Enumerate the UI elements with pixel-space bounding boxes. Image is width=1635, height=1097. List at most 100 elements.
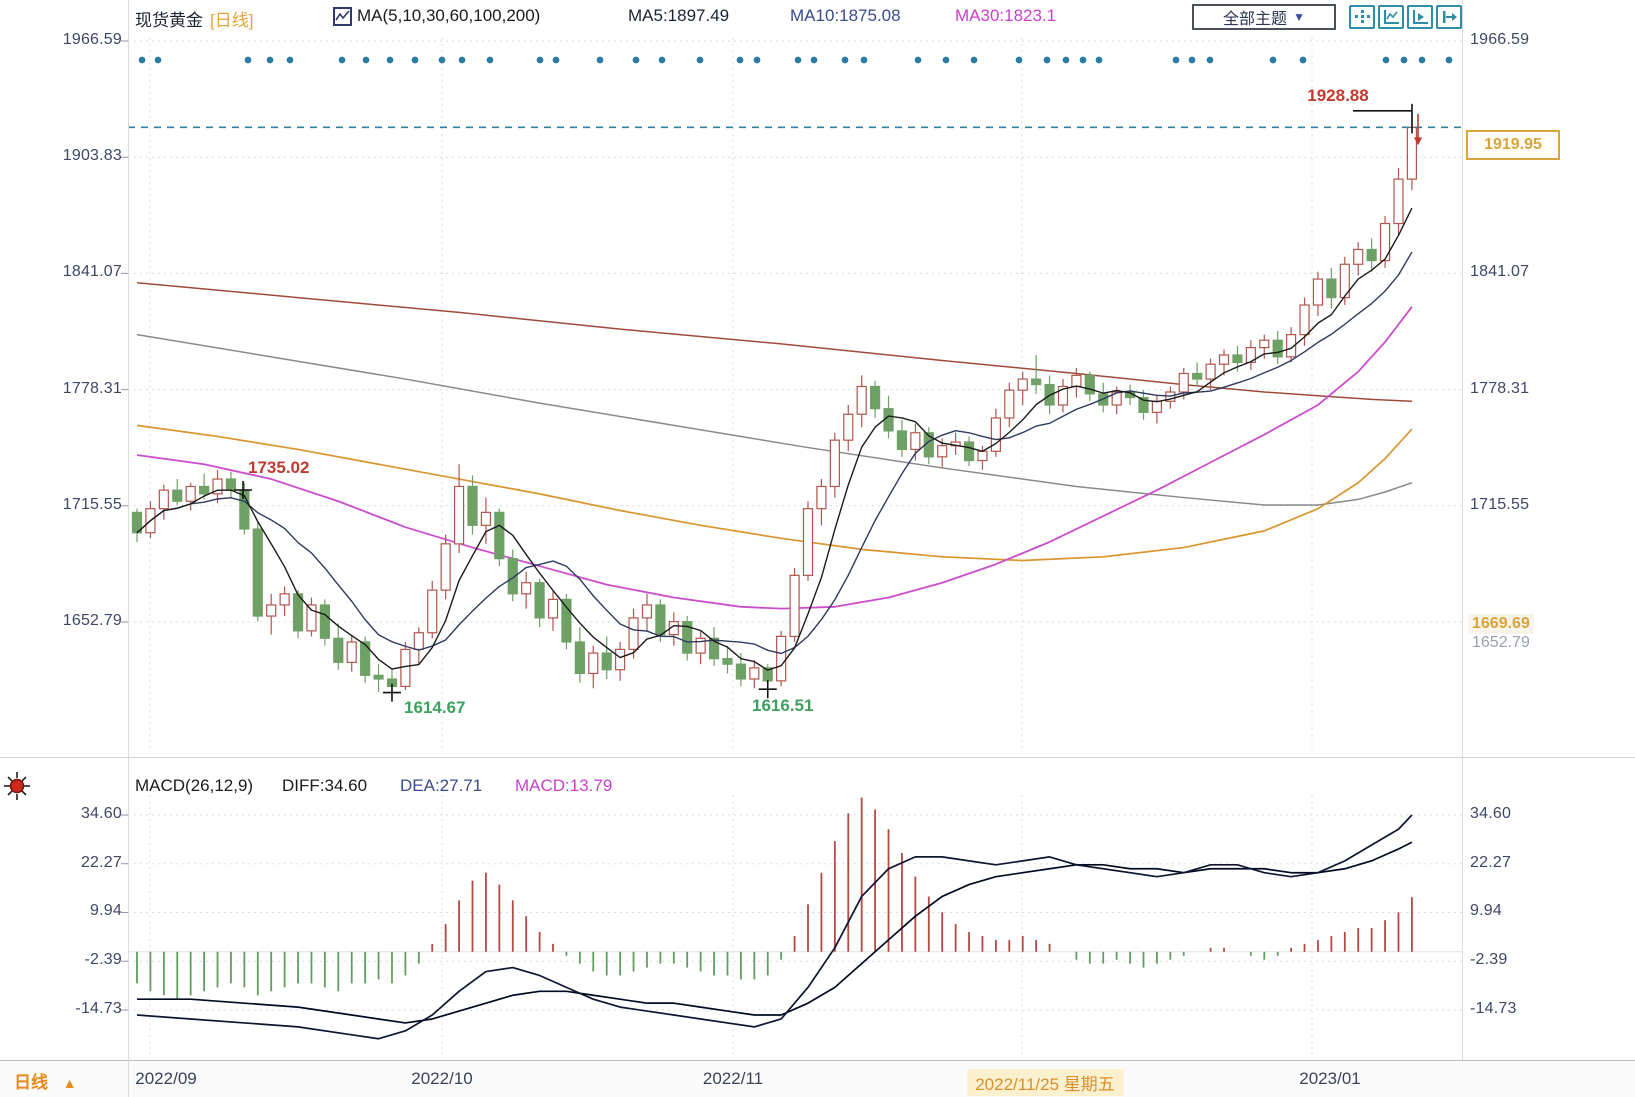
price-pointer-arrowhead bbox=[1414, 137, 1422, 146]
event-marker-dot bbox=[386, 56, 394, 64]
event-marker-dot bbox=[841, 56, 849, 64]
main-chart-scale-button[interactable] bbox=[1378, 5, 1404, 29]
shift-right-button[interactable] bbox=[1436, 5, 1462, 29]
candle-up bbox=[1299, 304, 1310, 336]
current-price-box[interactable]: 1919.95 bbox=[1466, 130, 1560, 160]
diff-line bbox=[136, 814, 1413, 1040]
candle-up bbox=[843, 413, 854, 441]
symbol-name[interactable]: 现货黄金 bbox=[135, 11, 203, 30]
candle-down bbox=[1192, 372, 1203, 380]
candle-up bbox=[802, 508, 814, 576]
date-label-highlighted[interactable]: 2022/11/25 星期五 bbox=[967, 1069, 1123, 1096]
panel-divider bbox=[0, 757, 1635, 758]
event-marker-dot bbox=[486, 56, 494, 64]
axis-zigzag-icon bbox=[1384, 10, 1399, 24]
bottom-bar-separator bbox=[128, 1060, 129, 1097]
candle-up bbox=[1057, 385, 1069, 406]
event-marker-dot bbox=[536, 56, 544, 64]
candles[interactable] bbox=[131, 110, 1418, 693]
candle-up bbox=[1379, 222, 1391, 262]
macd-hist-value: MACD:13.79 bbox=[515, 776, 613, 795]
event-marker-dot bbox=[1188, 56, 1196, 64]
candle-up bbox=[453, 485, 465, 545]
candle-up bbox=[440, 543, 451, 591]
candle-up bbox=[1406, 126, 1418, 180]
candle-up bbox=[306, 604, 317, 632]
gridlines bbox=[121, 38, 1462, 1055]
indicator-settings-icon[interactable] bbox=[2, 770, 32, 807]
sub-chart-scale-button[interactable] bbox=[1407, 5, 1433, 29]
candle-up bbox=[521, 582, 532, 595]
macd-axis-label-left: 34.60 bbox=[80, 805, 122, 822]
candle-down bbox=[735, 663, 747, 680]
candle-up bbox=[547, 598, 559, 619]
candle-up bbox=[1218, 354, 1230, 365]
macd-axis-label-right: 9.94 bbox=[1470, 902, 1502, 920]
ma-indicator-icon[interactable] bbox=[333, 7, 352, 31]
theme-select-label: 全部主题 bbox=[1223, 11, 1288, 28]
macd-dea-value: DEA:27.71 bbox=[400, 776, 483, 795]
candle-up bbox=[266, 604, 277, 617]
event-marker-dot bbox=[696, 56, 704, 64]
macd-histogram bbox=[136, 797, 1413, 1000]
event-marker-dot bbox=[1206, 56, 1214, 64]
candle-up bbox=[641, 604, 653, 619]
event-marker-dot bbox=[860, 56, 868, 64]
candle-up bbox=[1017, 378, 1028, 391]
ma5-line bbox=[136, 207, 1413, 671]
price-axis-label-left: 1966.59 bbox=[62, 31, 122, 48]
macd-params[interactable]: MACD(26,12,9) bbox=[135, 776, 254, 795]
time-axis-bar bbox=[0, 1060, 1635, 1097]
candle-up bbox=[789, 574, 800, 638]
event-marker-dot bbox=[942, 56, 950, 64]
date-label[interactable]: 2023/01 bbox=[1299, 1069, 1361, 1088]
event-marker-dot bbox=[1095, 56, 1103, 64]
annotation-markers bbox=[234, 103, 1422, 702]
price-axis-label-left: 1778.31 bbox=[62, 379, 122, 397]
candle-up bbox=[615, 648, 626, 671]
right-orange-level-label: 1669.69 bbox=[1468, 614, 1534, 634]
date-label[interactable]: 2022/11 bbox=[702, 1069, 764, 1088]
theme-select-button[interactable]: 全部主题 ▼ bbox=[1192, 4, 1336, 30]
candle-down bbox=[1366, 248, 1377, 262]
ma30-value: MA30:1823.1 bbox=[955, 6, 1057, 25]
candle-up bbox=[185, 485, 196, 502]
event-marker-dot bbox=[244, 56, 252, 64]
candle-up bbox=[1111, 391, 1122, 406]
candle-up bbox=[829, 439, 840, 488]
event-marker-dot bbox=[438, 56, 446, 64]
right-axis-separator bbox=[1462, 0, 1463, 1060]
candle-up bbox=[977, 450, 988, 462]
candle-down bbox=[252, 528, 263, 617]
period-up-arrow-icon: ▲ bbox=[62, 1075, 77, 1091]
event-marker-dot bbox=[1445, 56, 1453, 64]
macd-axis-label-left: 9.94 bbox=[90, 902, 122, 920]
candle-up bbox=[480, 511, 492, 526]
event-marker-dot bbox=[338, 56, 346, 64]
candle-up bbox=[695, 637, 706, 654]
date-label[interactable]: 2022/09 bbox=[135, 1069, 197, 1088]
event-marker-dot bbox=[458, 56, 466, 64]
event-marker-dot bbox=[596, 56, 604, 64]
date-label[interactable]: 2022/10 bbox=[411, 1069, 473, 1088]
candle-up bbox=[212, 478, 223, 495]
price-axis-label-left: 1652.79 bbox=[62, 612, 122, 629]
event-marker-dot bbox=[1015, 56, 1023, 64]
event-marker-dot bbox=[753, 56, 761, 64]
candle-down bbox=[199, 485, 210, 495]
candle-down bbox=[883, 408, 894, 432]
candle-up bbox=[413, 632, 424, 650]
ma100-line bbox=[136, 333, 1413, 506]
macd-axis-label-left: -14.73 bbox=[75, 1000, 122, 1017]
event-markers[interactable] bbox=[138, 56, 1453, 64]
price-axis-label-right: 1778.31 bbox=[1470, 379, 1530, 397]
candle-down bbox=[534, 582, 545, 619]
price-axis-label-left: 1841.07 bbox=[62, 263, 122, 281]
september-low-annotation: 1614.67 bbox=[404, 698, 466, 717]
candle-down bbox=[682, 621, 693, 654]
macd-axis-label-right: 34.60 bbox=[1470, 805, 1512, 822]
grid-layout-button[interactable] bbox=[1349, 5, 1375, 29]
period-selector[interactable]: 日线 ▲ bbox=[14, 1068, 77, 1093]
